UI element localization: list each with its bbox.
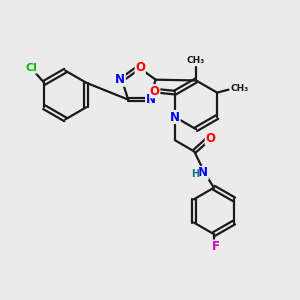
Text: O: O	[150, 85, 160, 98]
Text: O: O	[135, 61, 145, 74]
Text: N: N	[115, 73, 125, 86]
Text: H: H	[191, 169, 199, 179]
Text: CH₃: CH₃	[187, 56, 205, 65]
Text: N: N	[170, 110, 180, 124]
Text: CH₃: CH₃	[231, 84, 249, 93]
Text: F: F	[212, 240, 220, 253]
Text: O: O	[205, 132, 215, 145]
Text: N: N	[146, 93, 156, 106]
Text: Cl: Cl	[26, 63, 37, 73]
Text: N: N	[198, 167, 208, 179]
